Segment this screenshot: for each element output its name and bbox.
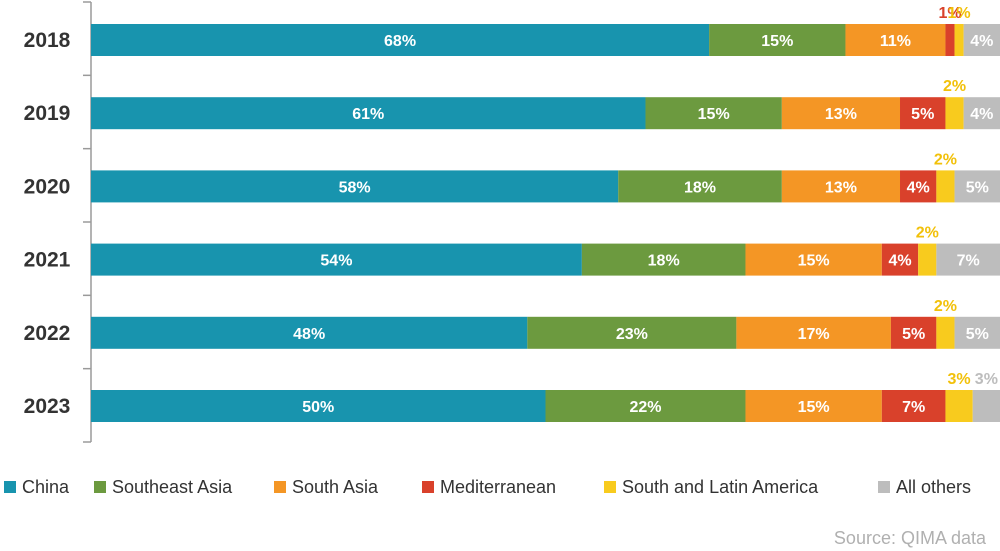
data-label-mediterranean-2021: 4%: [888, 253, 911, 270]
data-label-south-and-latin-america-2018: 1%: [948, 5, 971, 22]
data-label-southeast-asia-2021: 18%: [648, 253, 680, 270]
bar-china-2018: [91, 24, 710, 56]
bar-south-asia-2020: [781, 170, 901, 203]
data-label-mediterranean-2023: 7%: [902, 399, 925, 416]
legend-swatch-mediterranean: [422, 481, 434, 493]
bar-south-and-latin-america-2018: [954, 24, 964, 56]
data-label-china-2021: 54%: [320, 253, 352, 270]
category-label-2022: 2022: [24, 322, 71, 345]
data-label-china-2023: 50%: [302, 399, 334, 416]
data-label-mediterranean-2022: 5%: [902, 326, 925, 343]
bar-southeast-asia-2023: [545, 390, 746, 422]
data-label-all-others-2021: 7%: [957, 253, 980, 270]
category-label-2018: 2018: [24, 29, 71, 52]
category-label-2020: 2020: [24, 175, 71, 198]
legend-swatch-south-and-latin-america: [604, 481, 616, 493]
legend-label-mediterranean: Mediterranean: [440, 477, 556, 497]
data-label-south-asia-2023: 15%: [798, 399, 830, 416]
data-label-south-and-latin-america-2023: 3%: [948, 371, 971, 388]
data-label-south-and-latin-america-2021: 2%: [916, 225, 939, 242]
data-label-mediterranean-2018: 1%: [938, 5, 961, 22]
data-label-south-asia-2022: 17%: [798, 326, 830, 343]
bar-all-others-2018: [963, 24, 1000, 56]
bar-southeast-asia-2018: [709, 24, 846, 56]
bar-south-asia-2018: [845, 24, 946, 56]
bar-south-and-latin-america-2020: [936, 170, 955, 203]
data-label-south-and-latin-america-2020: 2%: [934, 151, 957, 168]
data-label-south-asia-2021: 15%: [798, 253, 830, 270]
data-label-south-asia-2020: 13%: [825, 179, 857, 196]
bar-southeast-asia-2021: [581, 243, 746, 276]
bar-mediterranean-2019: [900, 97, 946, 130]
bar-southeast-asia-2022: [527, 316, 737, 349]
category-label-2019: 2019: [24, 102, 71, 125]
bar-mediterranean-2018: [945, 24, 955, 56]
bar-south-and-latin-america-2023: [945, 390, 973, 422]
bar-south-and-latin-america-2021: [918, 243, 937, 276]
data-label-mediterranean-2020: 4%: [907, 179, 930, 196]
bar-mediterranean-2020: [900, 170, 937, 203]
bar-all-others-2023: [972, 390, 1000, 422]
legend-swatch-all-others: [878, 481, 890, 493]
bar-all-others-2022: [954, 316, 1000, 349]
bar-southeast-asia-2019: [645, 97, 782, 130]
legend-label-china: China: [22, 477, 70, 497]
bar-southeast-asia-2020: [618, 170, 782, 203]
legend-swatch-china: [4, 481, 16, 493]
data-label-southeast-asia-2023: 22%: [629, 399, 661, 416]
bar-mediterranean-2021: [881, 243, 919, 276]
legend-swatch-south-asia: [274, 481, 286, 493]
data-label-south-asia-2019: 13%: [825, 106, 857, 123]
bar-china-2022: [91, 316, 528, 349]
category-label-2023: 2023: [24, 395, 71, 418]
data-label-china-2019: 61%: [352, 106, 384, 123]
data-label-china-2018: 68%: [384, 33, 416, 50]
legend-label-south-asia: South Asia: [292, 477, 379, 497]
bar-south-asia-2022: [736, 316, 891, 349]
bar-all-others-2020: [954, 170, 1000, 203]
data-label-china-2020: 58%: [339, 179, 371, 196]
data-label-all-others-2023: 3%: [975, 371, 998, 388]
bar-all-others-2019: [963, 97, 1000, 130]
data-label-south-and-latin-america-2022: 2%: [934, 298, 957, 315]
bar-south-asia-2023: [745, 390, 882, 422]
bar-south-asia-2019: [781, 97, 901, 130]
data-label-southeast-asia-2019: 15%: [698, 106, 730, 123]
bar-south-and-latin-america-2022: [936, 316, 955, 349]
bar-china-2021: [91, 243, 582, 276]
source-note: Source: QIMA data: [833, 528, 986, 548]
data-label-china-2022: 48%: [293, 326, 325, 343]
legend-label-all-others: All others: [896, 477, 971, 497]
data-label-south-and-latin-america-2019: 2%: [943, 78, 966, 95]
bar-all-others-2021: [936, 243, 1000, 276]
data-label-mediterranean-2019: 5%: [911, 106, 934, 123]
bar-south-asia-2021: [745, 243, 882, 276]
data-label-all-others-2018: 4%: [970, 33, 993, 50]
data-label-southeast-asia-2020: 18%: [684, 179, 716, 196]
data-label-southeast-asia-2018: 15%: [761, 33, 793, 50]
data-label-southeast-asia-2022: 23%: [616, 326, 648, 343]
bar-mediterranean-2023: [881, 390, 946, 422]
data-label-all-others-2022: 5%: [966, 326, 989, 343]
legend-label-southeast-asia: Southeast Asia: [112, 477, 233, 497]
data-label-south-asia-2018: 11%: [880, 33, 911, 50]
bar-south-and-latin-america-2019: [945, 97, 964, 130]
bar-china-2019: [91, 97, 646, 130]
bar-china-2023: [91, 390, 546, 422]
bar-mediterranean-2022: [890, 316, 937, 349]
bar-china-2020: [91, 170, 619, 203]
legend-swatch-southeast-asia: [94, 481, 106, 493]
data-label-all-others-2019: 4%: [970, 106, 993, 123]
legend-label-south-and-latin-america: South and Latin America: [622, 477, 819, 497]
category-label-2021: 2021: [24, 249, 71, 272]
data-label-all-others-2020: 5%: [966, 179, 989, 196]
